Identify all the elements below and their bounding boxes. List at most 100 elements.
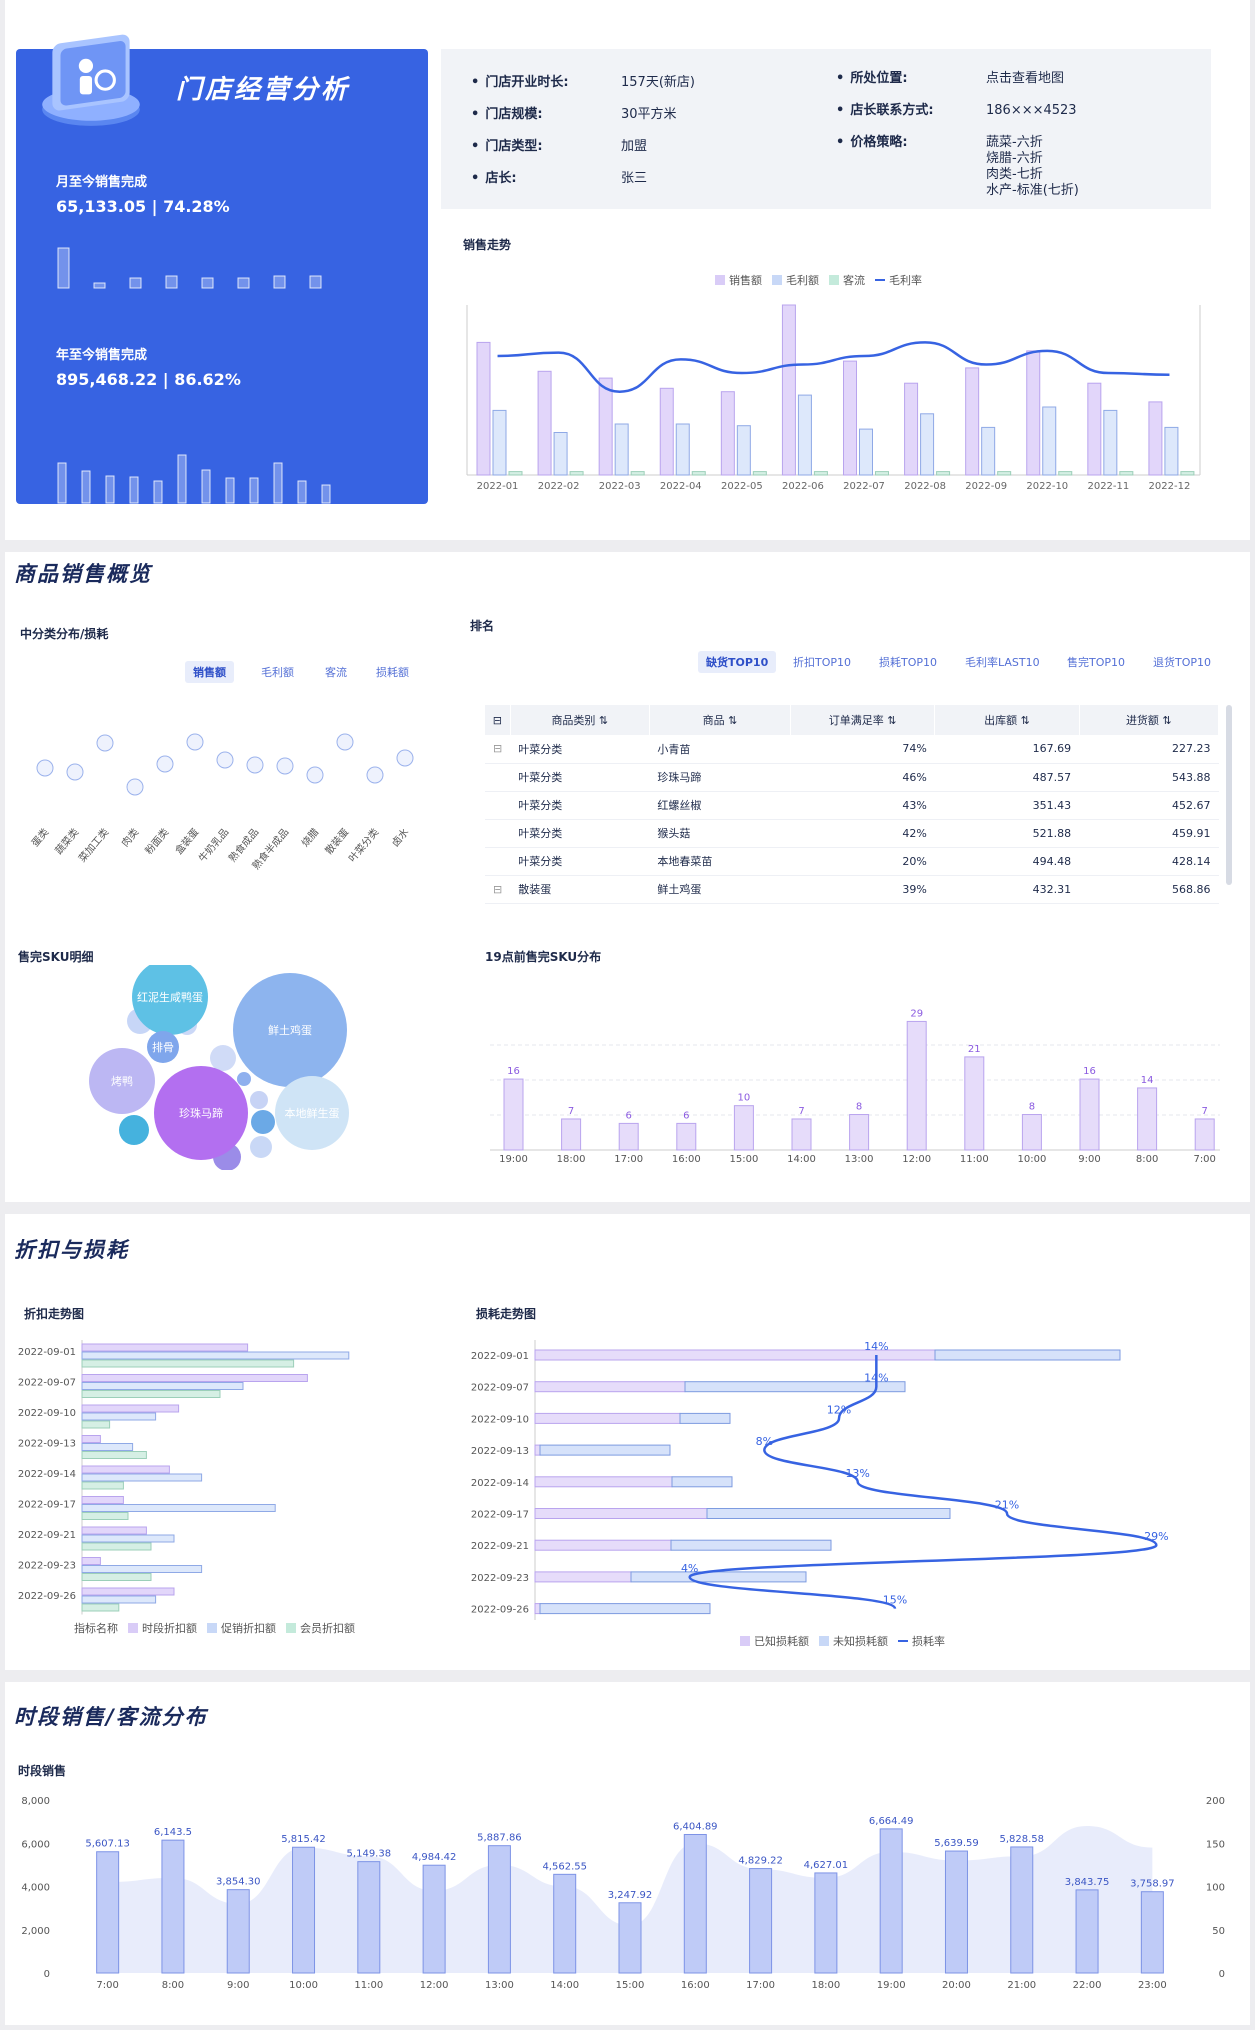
col-inbound[interactable]: 进货额 ⇅ [1079,705,1220,735]
mtd-sparkbar [93,282,106,289]
sku19-bar [1137,1087,1158,1151]
sku19-x-tick: 9:00 [1078,1154,1100,1165]
hour-bar [487,1845,511,1974]
tab-rank-loss[interactable]: 损耗TOP10 [879,656,938,669]
trend-bar-销售额 [598,377,613,476]
hour-bar [618,1902,642,1974]
collapse-all-icon[interactable]: ⊟ [485,705,511,735]
sku19-bar [964,1056,985,1151]
trend-bar-客流 [752,471,767,476]
tab-rank-soldout[interactable]: 售完TOP10 [1067,656,1126,669]
col-product[interactable]: 商品 ⇅ [649,705,792,735]
ytd-sparkbar [225,477,235,504]
table-cell: 猴头菇 [649,819,791,848]
disc-y-tick: 2022-09-21 [18,1530,76,1541]
disc-bar-促销折扣额 [81,1351,350,1360]
hour-bar [683,1833,707,1974]
mid-point [216,751,234,769]
loss-bar-unknown [539,1603,711,1615]
table-scrollbar[interactable] [1226,705,1232,885]
trend-bar-毛利额 [614,423,629,476]
row-expand-icon[interactable] [485,763,511,792]
hour-data-label: 3,758.97 [1130,1879,1175,1890]
hour-y2-tick: 100 [1206,1883,1225,1894]
hour-bar [1075,1889,1099,1974]
rank-table: ⊟ 商品类别 ⇅ 商品 ⇅ 订单满足率 ⇅ 出库额 ⇅ 进货额 ⇅ ⊟ 叶菜分类小… [485,705,1220,904]
loss-bar-known [534,1412,681,1424]
mid-x-tick: 蛋类 [28,826,51,850]
table-cell: 珍珠马蹄 [649,763,791,792]
mid-point [336,733,354,751]
loss-bar-known [534,1381,686,1393]
sku19-title: 19点前售完SKU分布 [485,950,602,964]
hour-data-label: 5,639.59 [934,1838,979,1849]
mid-x-tick: 叶菜分类 [346,826,382,865]
disc-y-tick: 2022-09-01 [18,1347,76,1358]
disc-legend: 指标名称 时段折扣额 促销折扣额 会员折扣额 [74,1622,355,1635]
hour-data-label: 6,143.5 [154,1827,192,1838]
ytd-sparkbar [81,470,91,504]
sku19-bar [849,1114,870,1151]
tab-rank-stockout[interactable]: 缺货TOP10 [698,651,777,673]
sku19-data-label: 16 [507,1066,520,1077]
trend-bar-销售额 [843,360,857,476]
col-category[interactable]: 商品类别 ⇅ [510,705,650,735]
row-expand-icon[interactable] [485,791,511,820]
loss-rate-label: 15% [883,1594,907,1607]
sku19-data-label: 29 [910,1008,923,1019]
hour-data-label: 6,404.89 [673,1821,718,1832]
trend-bar-毛利额 [981,426,996,476]
table-row[interactable]: ⊟ 叶菜分类 小青苗 74% 167.69 227.23 [485,735,1219,764]
info-location[interactable]: 所处位置:点击查看地图 [836,67,1064,86]
sku-bubble [154,1066,248,1160]
sku19-data-label: 6 [626,1110,632,1121]
price-extra-1: 烧腊-六折 [986,151,1043,166]
ytd-sparkbar [249,477,259,504]
row-expand-icon[interactable] [485,847,511,876]
tab-rank-discount[interactable]: 折扣TOP10 [793,656,852,669]
table-row[interactable]: 叶菜分类 猴头菇 42% 521.88 459.91 [485,819,1219,848]
col-outbound[interactable]: 出库额 ⇅ [934,705,1080,735]
trend-bar-毛利额 [920,413,935,476]
section-sales-overview: 商品销售概览 [14,562,152,586]
hour-bar [944,1850,968,1974]
page-title: 门店经营分析 [176,75,351,105]
tab-rank-return[interactable]: 退货TOP10 [1153,656,1212,669]
tab-mid-gross[interactable]: 毛利额 [261,666,294,679]
hour-x-tick: 17:00 [746,1980,775,1991]
info-manager: 店长:张三 [471,167,647,186]
tab-rank-margin[interactable]: 毛利率LAST10 [965,656,1040,669]
mid-x-tick: 菜加工类 [76,826,112,865]
loss-rate-line [688,1355,1158,1610]
disc-bar-时段折扣额 [81,1435,101,1443]
col-fill-rate[interactable]: 订单满足率 ⇅ [790,705,936,735]
sku19-bar [1079,1078,1100,1151]
hour-y-tick: 0 [44,1969,50,1980]
tab-mid-sales[interactable]: 销售额 [185,661,234,683]
hour-data-label: 5,887.86 [477,1833,522,1844]
disc-bar-会员折扣额 [81,1542,152,1551]
trend-bar-销售额 [1087,382,1102,476]
loss-chart: 2022-09-0114%2022-09-0714%2022-09-1012%2… [471,1340,1169,1620]
row-expand-icon[interactable] [485,819,511,848]
mtd-sparkbar [309,275,322,289]
tab-mid-loss[interactable]: 损耗额 [376,666,409,679]
loss-y-tick: 2022-09-10 [471,1414,529,1425]
tab-mid-traffic[interactable]: 客流 [325,666,347,679]
sku19-bar [791,1118,812,1151]
hour-x-tick: 9:00 [227,1980,249,1991]
mid-point [246,756,264,774]
table-row[interactable]: 叶菜分类 珍珠马蹄 46% 487.57 543.88 [485,763,1219,792]
loss-bar-unknown [630,1571,807,1583]
table-row[interactable]: ⊟ 散装蛋 鲜土鸡蛋 39% 432.31 568.86 [485,875,1219,904]
hour-data-label: 5,828.58 [999,1834,1044,1845]
sku-bubble-small [250,1136,272,1158]
table-row[interactable]: 叶菜分类 红螺丝椒 43% 351.43 452.67 [485,791,1219,820]
mtd-sparkbar [273,275,286,289]
disc-y-tick: 2022-09-14 [18,1469,76,1480]
sku19-x-tick: 10:00 [1017,1154,1046,1165]
row-expand-icon[interactable]: ⊟ [485,875,511,904]
row-expand-icon[interactable]: ⊟ [485,735,511,764]
table-row[interactable]: 叶菜分类 本地春菜苗 20% 494.48 428.14 [485,847,1219,876]
sku19-x-tick: 17:00 [614,1154,643,1165]
